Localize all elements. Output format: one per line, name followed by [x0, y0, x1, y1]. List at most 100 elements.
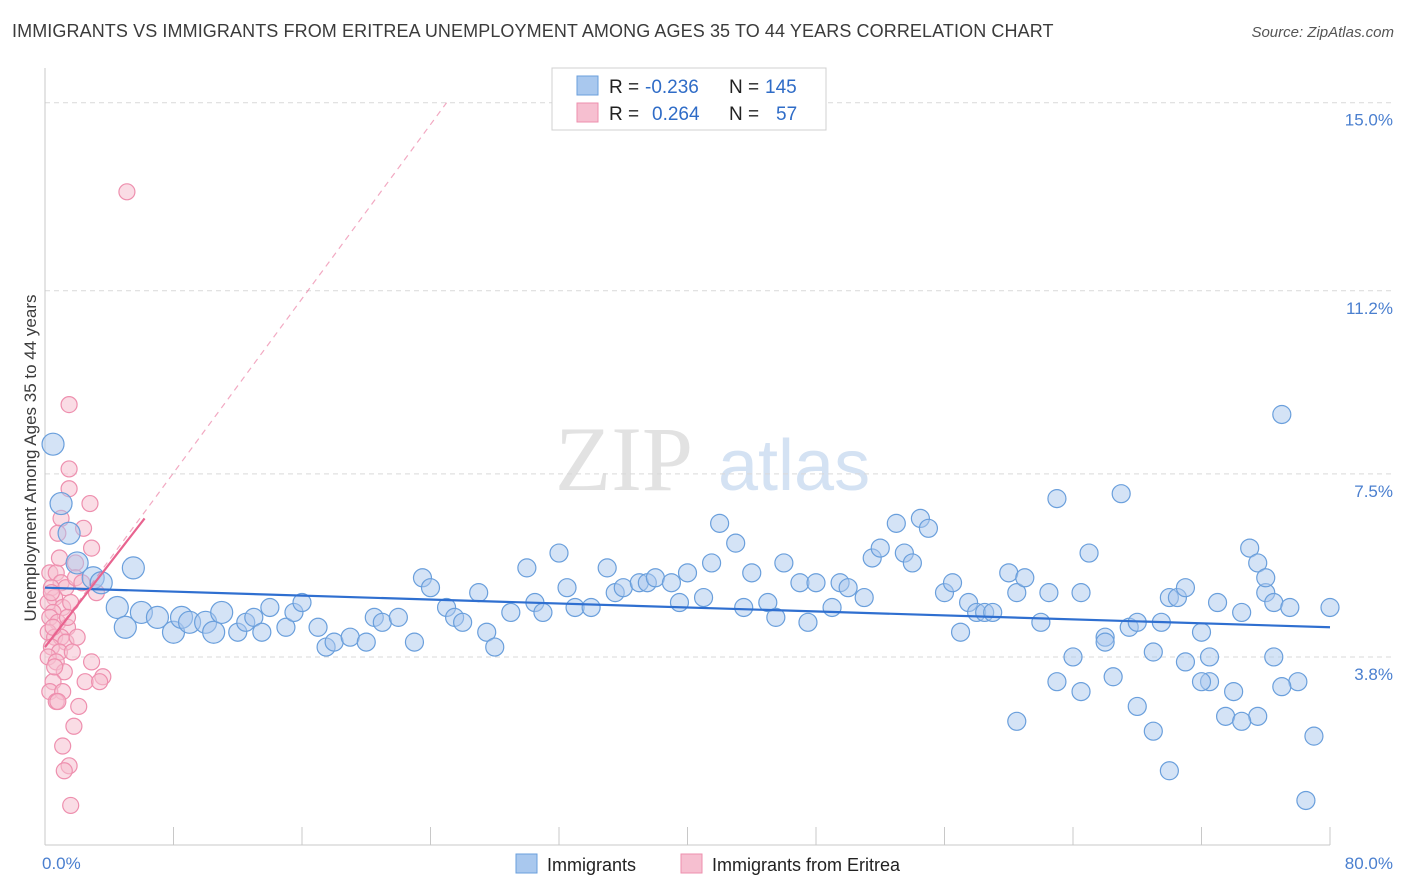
legend-swatch-immigrants	[576, 75, 599, 96]
bottom-legend-eritrea: Immigrants from Eritrea	[712, 855, 901, 875]
eritrea-point	[81, 494, 99, 513]
immigrants-point	[1159, 761, 1179, 781]
x-tick-label: 80.0%	[1345, 854, 1393, 873]
immigrants-point	[1063, 647, 1083, 667]
immigrants-point	[1095, 632, 1115, 652]
eritrea-point	[82, 539, 101, 557]
immigrants-point	[1272, 677, 1292, 697]
eritrea-point	[44, 618, 62, 636]
eritrea-point	[91, 673, 109, 691]
eritrea-point	[63, 643, 81, 661]
immigrants-point	[549, 543, 569, 563]
immigrants-point	[1296, 790, 1316, 811]
trend-lines	[44, 102, 1331, 648]
immigrants-point	[1143, 642, 1163, 662]
immigrants-point	[1199, 647, 1220, 667]
immigrants-point	[388, 607, 408, 627]
eritrea-point	[49, 692, 67, 711]
legend-r-value-2: 0.264	[652, 104, 700, 125]
bottom-legend-swatch-eritrea	[680, 853, 703, 874]
y-tick-label: 15.0%	[1345, 111, 1393, 130]
immigrants-point	[477, 622, 497, 642]
immigrants-point	[1175, 652, 1196, 672]
legend-swatch-eritrea	[576, 102, 599, 123]
immigrants-point	[774, 553, 794, 573]
immigrants-point	[1015, 568, 1035, 588]
legend-r-label-1: R =	[609, 77, 639, 98]
immigrants-point	[734, 597, 754, 618]
immigrants-point	[806, 573, 826, 593]
immigrants-point	[252, 622, 272, 642]
eritrea-point	[118, 183, 136, 201]
immigrants-point	[1272, 404, 1292, 425]
immigrants-point	[902, 553, 922, 573]
immigrants-point	[1071, 681, 1091, 702]
immigrants-point	[1232, 711, 1252, 731]
immigrants-point	[1256, 568, 1276, 588]
immigrants-point	[1240, 538, 1260, 558]
immigrants-point	[420, 578, 441, 598]
immigrants-point	[372, 612, 392, 632]
immigrants-trend-line	[44, 586, 1331, 629]
immigrants-point	[1079, 543, 1099, 563]
legend-n-value-2: 57	[776, 104, 797, 125]
immigrants-point	[766, 607, 786, 627]
immigrants-point	[469, 583, 489, 603]
eritrea-point	[68, 628, 86, 646]
legend-n-label-1: N =	[729, 77, 759, 98]
immigrants-point	[613, 578, 633, 598]
legend-n-value-1: 145	[765, 77, 797, 98]
immigrants-point	[260, 597, 280, 618]
immigrants-point	[742, 563, 762, 583]
immigrants-point	[693, 587, 714, 608]
immigrants-point	[557, 578, 577, 598]
immigrants-point	[1320, 597, 1340, 618]
legend-top: R = -0.236 N = 145 R = 0.264 N = 57	[551, 67, 827, 131]
immigrants-point	[292, 592, 312, 613]
immigrants-point	[1264, 647, 1284, 667]
immigrants-point	[758, 592, 778, 613]
immigrants-point	[210, 600, 234, 625]
immigrants-point	[983, 602, 1003, 623]
eritrea-point	[70, 697, 88, 716]
source-label: Source: ZipAtlas.com	[1251, 24, 1394, 41]
immigrants-point	[57, 521, 81, 545]
y-tick-label: 11.2%	[1346, 299, 1393, 318]
y-tick-label: 7.5%	[1354, 482, 1393, 501]
eritrea-point	[62, 796, 80, 815]
immigrants-points	[41, 404, 1340, 811]
immigrants-point	[65, 551, 89, 575]
watermark: ZIP atlas	[555, 408, 870, 510]
immigrants-point	[1264, 592, 1284, 613]
immigrants-point	[1224, 681, 1244, 702]
immigrants-point	[1039, 583, 1059, 603]
bottom-legend-immigrants: Immigrants	[547, 855, 636, 875]
x-tick-label: 0.0%	[42, 854, 81, 873]
immigrants-point	[1215, 706, 1236, 726]
immigrants-point	[645, 568, 665, 588]
immigrants-point	[1175, 578, 1196, 598]
immigrants-point	[854, 587, 874, 608]
eritrea-trend-extension	[44, 102, 448, 648]
immigrants-point	[1007, 583, 1027, 603]
immigrants-point	[597, 558, 617, 578]
immigrants-point	[726, 533, 746, 553]
legend-r-label-2: R =	[609, 104, 639, 125]
eritrea-point	[82, 653, 101, 671]
y-tick-labels: 3.8% 7.5% 11.2% 15.0%	[1345, 111, 1393, 684]
y-tick-label: 3.8%	[1354, 665, 1393, 684]
eritrea-point	[50, 549, 69, 567]
watermark-atlas: atlas	[718, 426, 870, 506]
immigrants-point	[485, 637, 505, 657]
immigrants-point	[701, 553, 722, 573]
immigrants-point	[918, 518, 939, 538]
immigrants-point	[1111, 484, 1131, 504]
grid-lines	[45, 102, 1395, 658]
immigrants-point	[677, 563, 698, 583]
immigrants-point	[838, 578, 858, 598]
immigrants-point	[324, 632, 344, 652]
x-tick-labels: 0.0% 80.0%	[42, 854, 1393, 873]
immigrants-point	[244, 607, 264, 627]
immigrants-point	[121, 556, 145, 580]
